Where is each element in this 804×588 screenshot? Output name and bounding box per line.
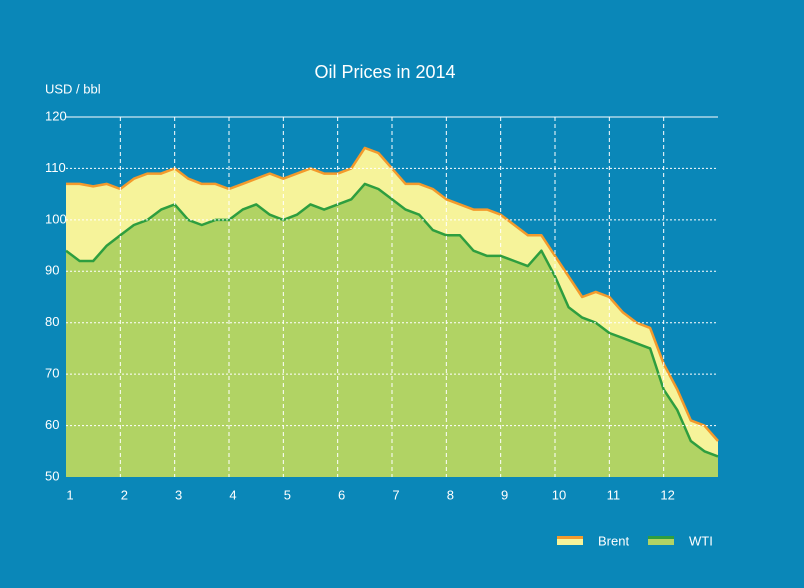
chart-title: Oil Prices in 2014 — [314, 62, 455, 82]
legend-swatch-line — [648, 536, 674, 539]
x-tick-label: 11 — [607, 487, 621, 502]
x-tick-label: 5 — [284, 487, 291, 502]
x-tick-label: 4 — [229, 487, 236, 502]
x-tick-label: 12 — [660, 487, 674, 502]
y-tick-label: 60 — [45, 417, 59, 432]
y-tick-label: 80 — [45, 314, 59, 329]
y-tick-label: 100 — [45, 211, 67, 226]
x-tick-label: 10 — [552, 487, 566, 502]
x-tick-label: 7 — [392, 487, 399, 502]
y-tick-label: 120 — [45, 108, 67, 123]
y-tick-label: 90 — [45, 263, 59, 278]
legend-swatch — [557, 537, 583, 545]
x-tick-label: 6 — [338, 487, 345, 502]
y-axis-label: USD / bbl — [45, 81, 101, 96]
x-tick-label: 2 — [121, 487, 128, 502]
x-tick-label: 1 — [66, 487, 73, 502]
legend-swatch-line — [557, 536, 583, 539]
y-tick-label: 50 — [45, 468, 59, 483]
x-tick-label: 3 — [175, 487, 182, 502]
x-tick-label: 8 — [447, 487, 454, 502]
legend-label: Brent — [598, 533, 629, 548]
legend-label: WTI — [689, 533, 713, 548]
y-tick-label: 110 — [45, 160, 66, 175]
x-tick-label: 9 — [501, 487, 508, 502]
y-tick-label: 70 — [45, 366, 59, 381]
legend-swatch — [648, 537, 674, 545]
